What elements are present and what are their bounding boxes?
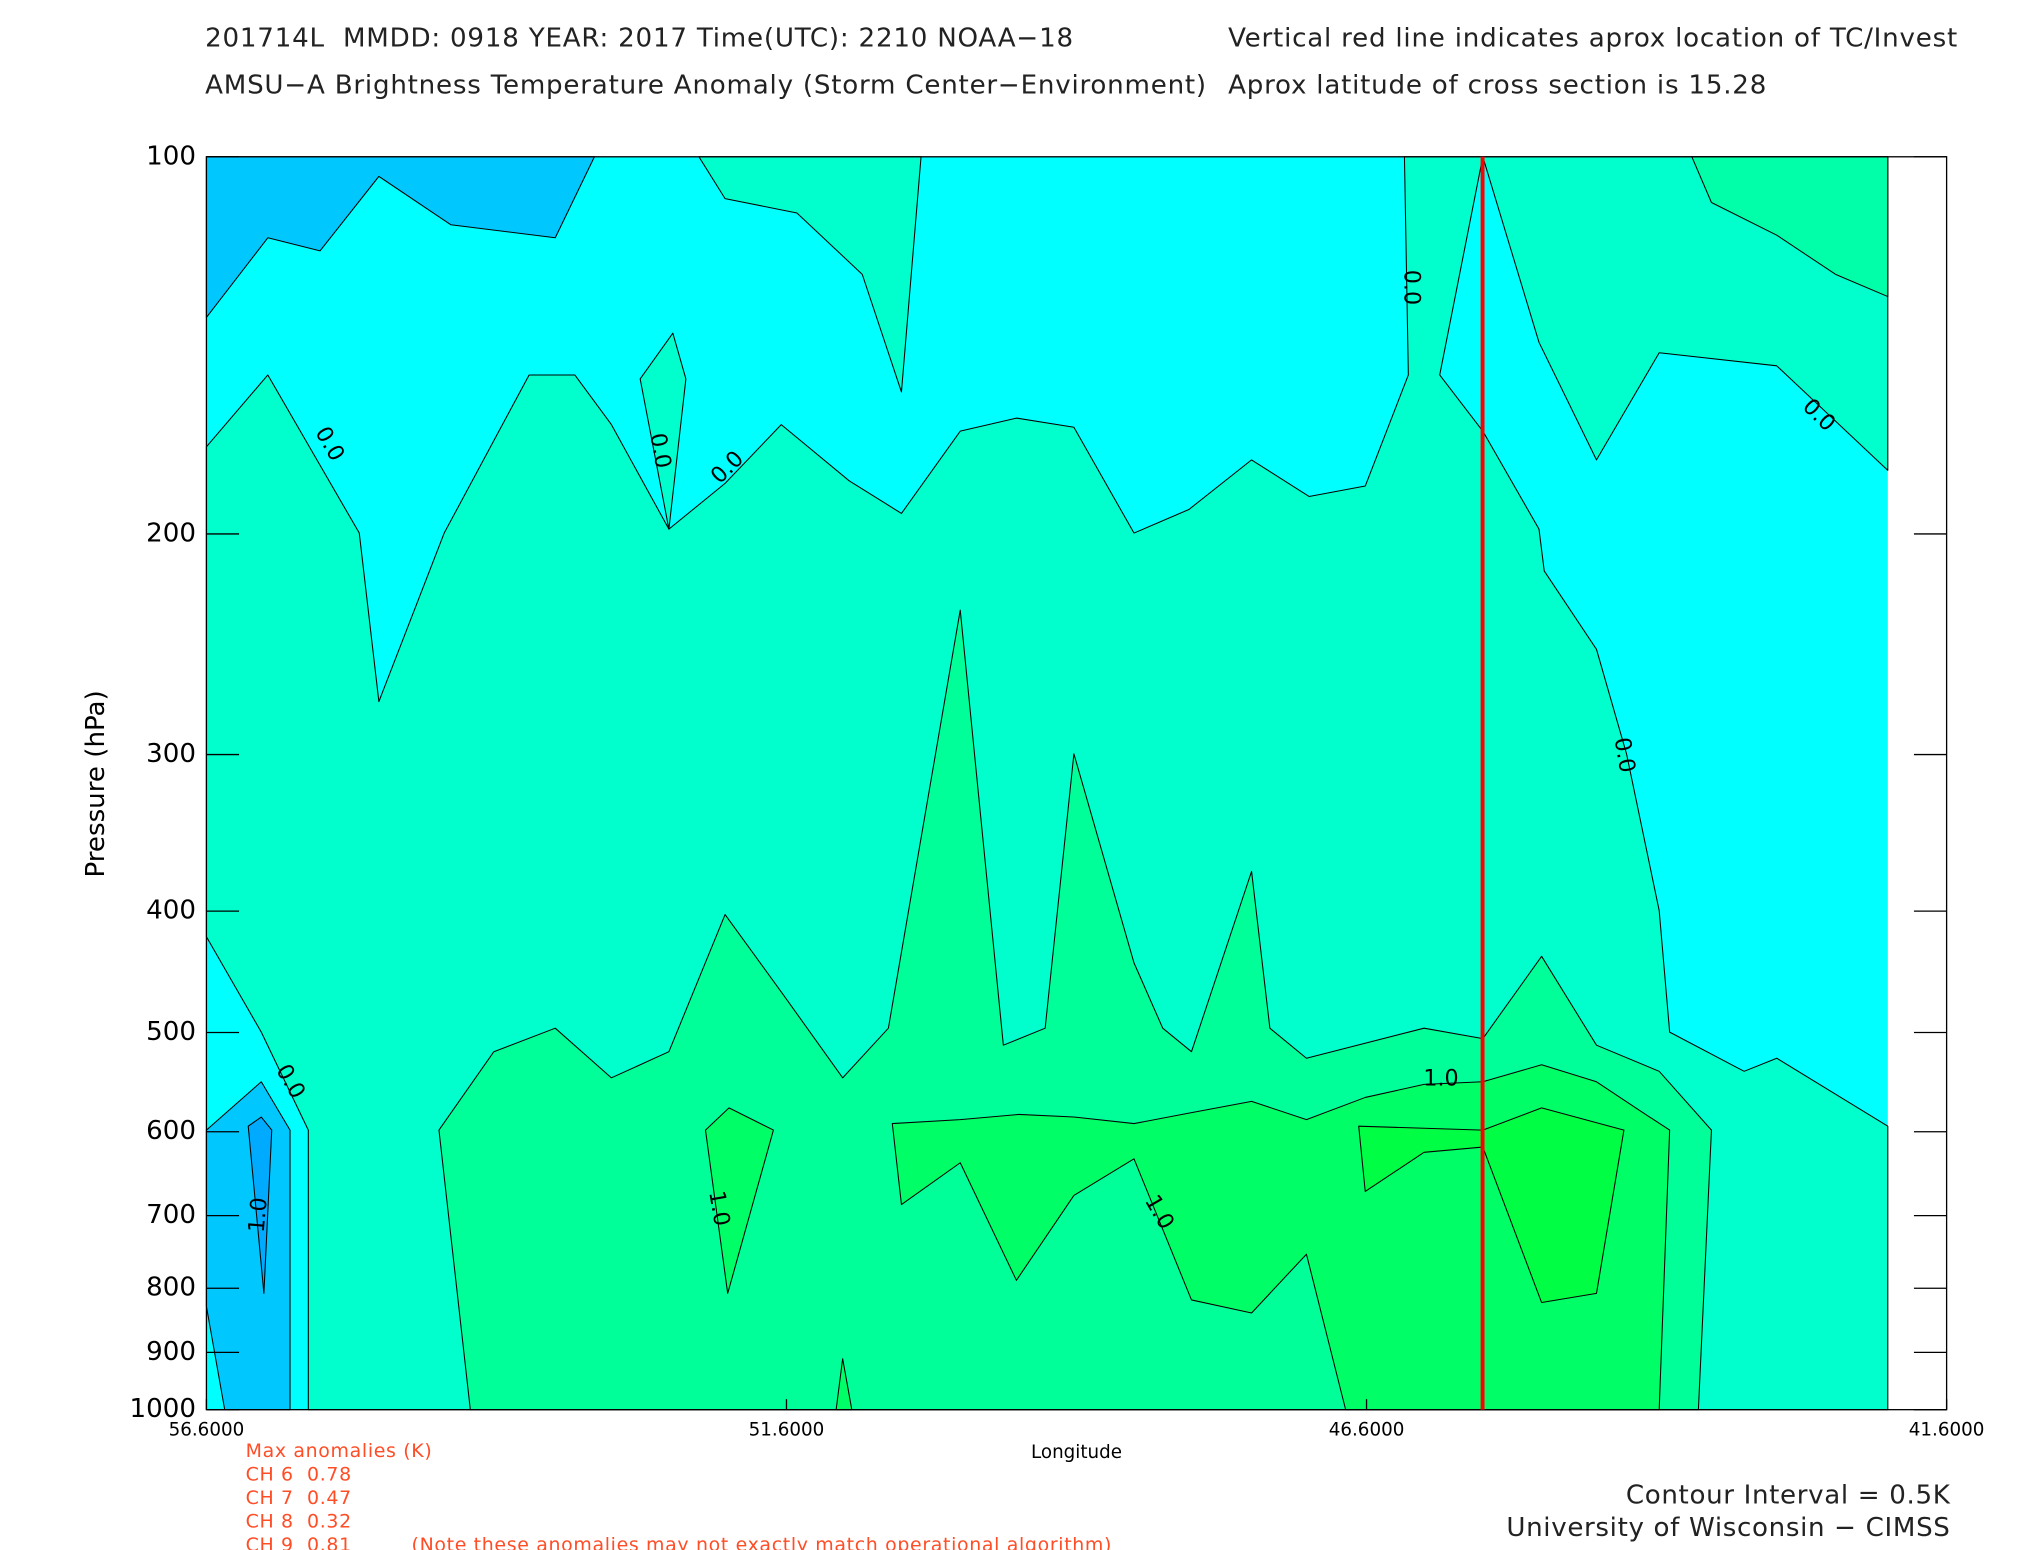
x-tick-label: 51.6000: [749, 1420, 825, 1441]
contour-region: [891, 1064, 1671, 1411]
contour-label: 1.0: [1423, 1066, 1458, 1092]
channel-name: CH 7: [246, 1487, 294, 1509]
header-text: Aprox latitude of cross section is 15.28: [1228, 71, 1767, 101]
contour-label: 0.0: [1398, 270, 1424, 305]
x-tick-label: 56.6000: [169, 1420, 245, 1441]
y-tick-label: 600: [146, 1116, 196, 1146]
x-tick-label: 41.6000: [1909, 1420, 1985, 1441]
y-tick-label: 400: [146, 896, 196, 926]
contour-region: [205, 156, 595, 319]
y-tick-label: 800: [146, 1273, 196, 1303]
y-tick-label: 700: [146, 1200, 196, 1230]
y-tick-label: 1000: [130, 1394, 196, 1424]
y-tick-label: 900: [146, 1337, 196, 1367]
x-tick-label: 46.6000: [1329, 1420, 1405, 1441]
header-text: AMSU−A Brightness Temperature Anomaly (S…: [205, 71, 1207, 101]
channel-value: 0.78: [307, 1463, 352, 1485]
contour-region: [1358, 1107, 1625, 1304]
y-tick-label: 200: [146, 518, 196, 548]
contour-region: [639, 332, 687, 530]
contour-label: 0.0: [1609, 735, 1641, 774]
contour-fill: [205, 156, 1889, 1411]
header-text: Vertical red line indicates aprox locati…: [1228, 24, 1958, 54]
y-tick-label: 300: [146, 739, 196, 769]
plot-frame: [205, 156, 1948, 1411]
y-axis-label: Pressure (hPa): [81, 690, 111, 877]
channel-name: CH 8: [246, 1511, 294, 1533]
note: (Note these anomalies may not exactly ma…: [412, 1534, 1113, 1550]
contour-region: [704, 1107, 774, 1294]
header-text: 201714L MMDD: 0918 YEAR: 2017 Time(UTC):…: [205, 24, 1074, 54]
y-tick-label: 100: [146, 141, 196, 171]
channel-name: CH 9: [246, 1534, 294, 1550]
y-tick-label: 500: [146, 1017, 196, 1047]
contour-label: 1.0: [703, 1189, 735, 1228]
channel-name: CH 6: [246, 1463, 294, 1485]
contour-region: [247, 1116, 273, 1294]
contour-label: 0.0: [644, 431, 676, 470]
contour-label: 1.0: [244, 1196, 273, 1233]
max-anomalies-title: Max anomalies (K): [246, 1440, 433, 1462]
contour-interval: Contour Interval = 0.5K: [1626, 1480, 1951, 1510]
channel-value: 0.81: [307, 1534, 352, 1550]
credit: University of Wisconsin − CIMSS: [1506, 1513, 1950, 1543]
channel-value: 0.32: [307, 1511, 352, 1533]
x-axis-label: Longitude: [1031, 1442, 1122, 1463]
channel-value: 0.47: [307, 1487, 352, 1509]
